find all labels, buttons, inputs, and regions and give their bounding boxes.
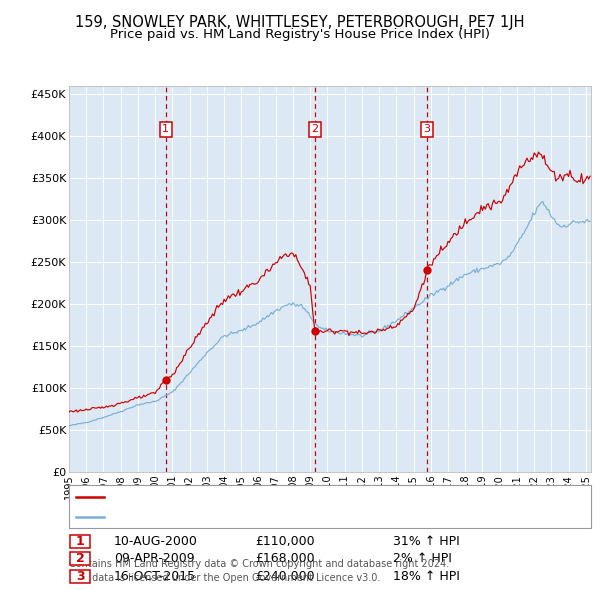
Text: 10-AUG-2000: 10-AUG-2000 — [114, 535, 198, 548]
Text: 18% ↑ HPI: 18% ↑ HPI — [393, 570, 460, 583]
Text: 2: 2 — [311, 124, 319, 135]
Text: 3: 3 — [76, 570, 85, 583]
Text: 31% ↑ HPI: 31% ↑ HPI — [393, 535, 460, 548]
Text: £110,000: £110,000 — [255, 535, 314, 548]
Text: HPI: Average price, detached house, Fenland: HPI: Average price, detached house, Fenl… — [108, 512, 358, 522]
Text: 09-APR-2009: 09-APR-2009 — [114, 552, 194, 565]
Text: Price paid vs. HM Land Registry's House Price Index (HPI): Price paid vs. HM Land Registry's House … — [110, 28, 490, 41]
Text: £168,000: £168,000 — [255, 552, 314, 565]
Text: 3: 3 — [424, 124, 431, 135]
Text: 1: 1 — [76, 535, 85, 548]
Text: 159, SNOWLEY PARK, WHITTLESEY, PETERBOROUGH, PE7 1JH: 159, SNOWLEY PARK, WHITTLESEY, PETERBORO… — [75, 15, 525, 30]
Text: 159, SNOWLEY PARK, WHITTLESEY, PETERBOROUGH, PE7 1JH (detached house): 159, SNOWLEY PARK, WHITTLESEY, PETERBORO… — [108, 492, 553, 502]
Text: Contains HM Land Registry data © Crown copyright and database right 2024.
This d: Contains HM Land Registry data © Crown c… — [69, 559, 449, 583]
Text: £240,000: £240,000 — [255, 570, 314, 583]
Text: 2% ↑ HPI: 2% ↑ HPI — [393, 552, 452, 565]
Text: 1: 1 — [162, 124, 169, 135]
Text: 2: 2 — [76, 552, 85, 565]
Text: 16-OCT-2015: 16-OCT-2015 — [114, 570, 196, 583]
